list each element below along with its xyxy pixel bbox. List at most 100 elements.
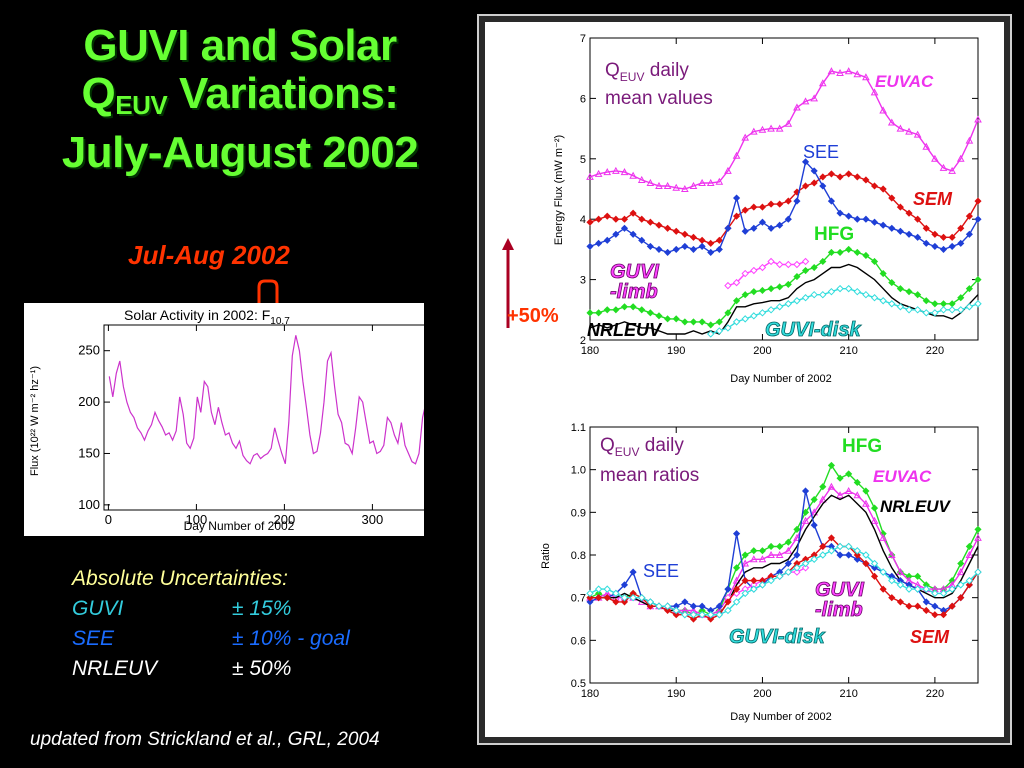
series-sem-point [853,551,861,559]
series-hfg-point [957,559,965,568]
series-euvac-point [853,70,862,78]
series-euvac-point [922,142,931,150]
series-see-point [724,224,732,232]
series-see-point [931,602,939,610]
series-euvac-point [637,175,646,183]
series-sem-point [965,212,973,220]
series-euvac-point [810,94,819,102]
series-see-point [793,551,801,559]
series-guvi-limb-point [801,257,810,266]
series-guvi-limb-point [801,564,810,572]
series-guvi-disk-point [775,572,784,581]
series-sem-point [879,585,887,593]
series-guvi-disk-point [707,330,715,338]
series-see-point [603,236,611,244]
series-sem-point [879,185,887,193]
series-see-point [715,602,723,610]
series-guvi-disk-point [741,315,749,323]
series-euvac-point [672,183,681,191]
series-hfg-point [793,525,801,533]
series-see-point [914,233,922,241]
series-guvi-disk-point [888,300,896,308]
series-guvi-disk-point [586,589,594,598]
series-sem-point [836,173,844,181]
x-tick-label: 220 [926,345,944,357]
series-guvi-disk-point [819,290,827,299]
series-sem-point [974,197,982,205]
series-hfg-point [758,547,767,555]
series-see-point [810,167,818,175]
y-tick-label: 4 [580,214,586,226]
bottom-annotation-line2: mean ratios [600,465,699,486]
series-hfg-point [733,297,741,305]
y-tick-label: 2 [580,335,586,347]
series-guvi-disk-point [836,284,844,293]
series-euvac-point [931,154,939,162]
series-sem-point [948,602,956,610]
series-guvi-disk-point [724,606,732,615]
series-hfg-point [655,312,663,320]
series-hfg-point [793,273,801,281]
series-see-point [870,218,879,226]
series-see-point [810,521,818,529]
series-see-point [715,245,723,253]
series-hfg-point [767,285,775,293]
right-figure-panel [485,22,1004,737]
series-sem-point [689,233,698,241]
series-hfg-point [914,291,922,299]
title-line-3: July-August 2002 [61,128,419,177]
series-guvi-disk-point [913,585,922,593]
x-tick-label: 190 [667,345,685,357]
series-euvac-point [715,177,724,185]
series-euvac-point [870,88,879,96]
series-guvi-limb-line [727,260,806,287]
series-see-point [733,194,741,202]
series-sem-point [870,182,879,190]
series-see-point [629,230,637,238]
series-euvac-point [844,486,853,494]
series-guvi-disk-point [939,306,948,314]
series-sem-point [853,173,861,181]
solar-activity-chart: Solar Activity in 2002: F10.7 Day Number… [29,307,435,533]
series-hfg-point [810,263,818,272]
series-guvi-limb-point [750,266,758,275]
series-guvi-disk-point [836,542,844,551]
series-hfg-point [801,508,810,516]
series-guvi-disk-point [974,568,982,576]
title-line-2: QEUV Variations: [0,70,480,129]
series-hfg-point [888,279,896,287]
series-guvi-disk-point [732,318,741,326]
series-euvac-point [612,166,620,174]
series-euvac-point [905,127,913,135]
series-sem-point [905,602,913,610]
series-sem-point [715,236,723,244]
series-see-point [767,224,775,232]
series-euvac-point [629,171,637,179]
solar-activity-chart-panel: Solar Activity in 2002: F10.7 Day Number… [24,303,435,536]
series-guvi-disk-point [896,581,905,589]
series-hfg-point [603,306,611,314]
series-euvac-point [749,555,758,563]
series-see-point [586,598,594,606]
series-sem-point [827,170,835,178]
series-guvi-disk-point [715,327,724,335]
series-see-point [612,230,620,238]
series-hfg-point [586,309,594,317]
bottom-label-hfg: HFG [842,436,882,457]
uncertainty-row-see: SEE ± 10% - goal [72,624,350,654]
title-line-1: GUVI and Solar [83,21,397,70]
series-see-point [784,215,792,223]
series-guvi-limb-point [793,260,801,269]
series-see-point [939,245,948,253]
series-guvi-disk-point [698,611,706,619]
series-euvac-point [603,168,612,176]
series-hfg-point [638,306,646,314]
top-y-axis-label: Energy Flux (mW m⁻²) [553,135,565,245]
series-hfg-point [776,542,784,551]
series-see-point [681,242,689,250]
y-tick-label: 1.0 [571,465,586,477]
series-hfg-point [646,309,654,317]
series-nrleuv-line [589,263,979,335]
series-euvac-point [784,119,793,127]
